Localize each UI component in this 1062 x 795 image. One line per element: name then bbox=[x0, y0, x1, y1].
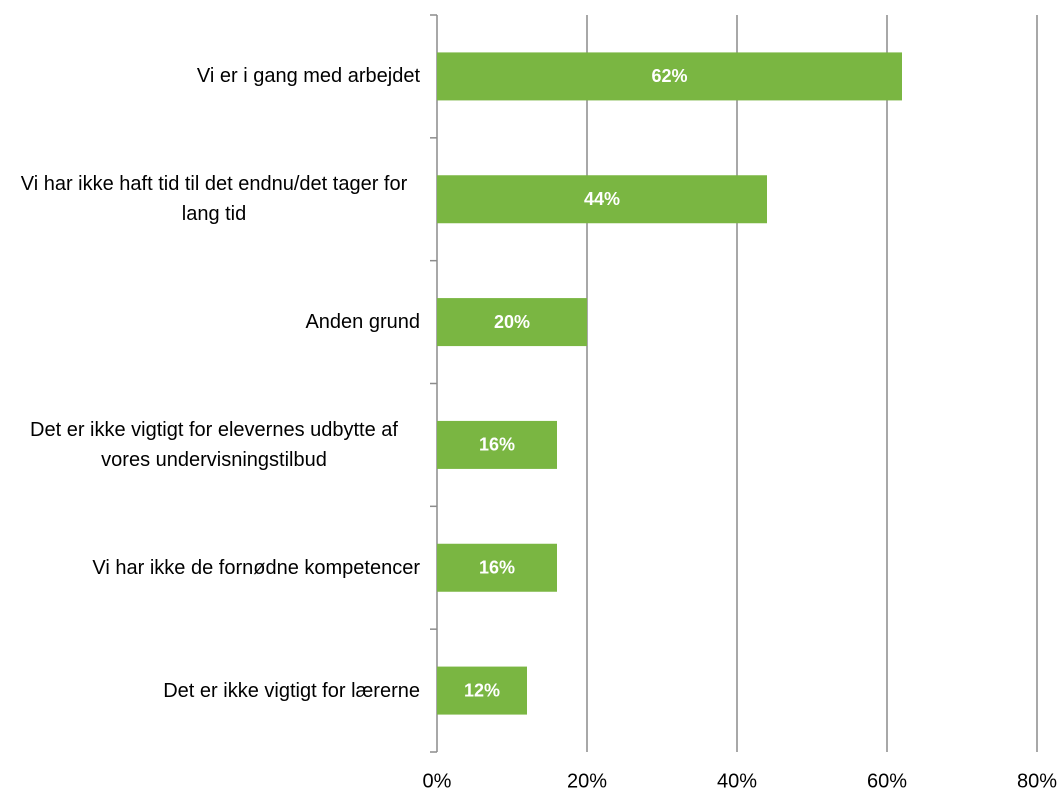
x-tick-label: 20% bbox=[567, 770, 607, 792]
y-tick-label: Det er ikke vigtigt for elevernes udbytt… bbox=[30, 418, 398, 471]
bar bbox=[437, 52, 902, 101]
data-label: 16% bbox=[479, 558, 515, 578]
data-label: 44% bbox=[584, 189, 620, 209]
category-label-box: Vi har ikke haft tid til det endnu/det t… bbox=[0, 169, 420, 229]
y-tick-label: Vi har ikke haft tid til det endnu/det t… bbox=[20, 173, 408, 226]
x-tick-label: 80% bbox=[1017, 770, 1057, 792]
x-tick-label: 0% bbox=[423, 770, 452, 792]
category-label-box: Det er ikke vigtigt for elevernes udbytt… bbox=[0, 415, 420, 475]
data-label: 20% bbox=[494, 312, 530, 332]
data-label: 12% bbox=[464, 680, 500, 700]
bar bbox=[437, 666, 527, 715]
bar bbox=[437, 298, 587, 347]
category-label-box: Vi har ikke de fornødne kompetencer bbox=[0, 553, 420, 583]
y-tick-label: Det er ikke vigtigt for lærerne bbox=[163, 679, 420, 702]
data-label: 16% bbox=[479, 435, 515, 455]
x-tick-label: 60% bbox=[867, 770, 907, 792]
bar bbox=[437, 420, 557, 469]
bar bbox=[437, 175, 767, 224]
category-label-box: Anden grund bbox=[0, 307, 420, 337]
y-tick-label: Vi har ikke de fornødne kompetencer bbox=[92, 556, 420, 579]
category-label-box: Det er ikke vigtigt for lærerne bbox=[0, 676, 420, 706]
bar bbox=[437, 543, 557, 592]
category-label-box: Vi er i gang med arbejdet bbox=[0, 61, 420, 91]
y-tick-label: Anden grund bbox=[305, 311, 420, 334]
data-label: 62% bbox=[651, 66, 687, 86]
y-tick-label: Vi er i gang med arbejdet bbox=[196, 65, 420, 88]
x-tick-label: 40% bbox=[717, 770, 757, 792]
